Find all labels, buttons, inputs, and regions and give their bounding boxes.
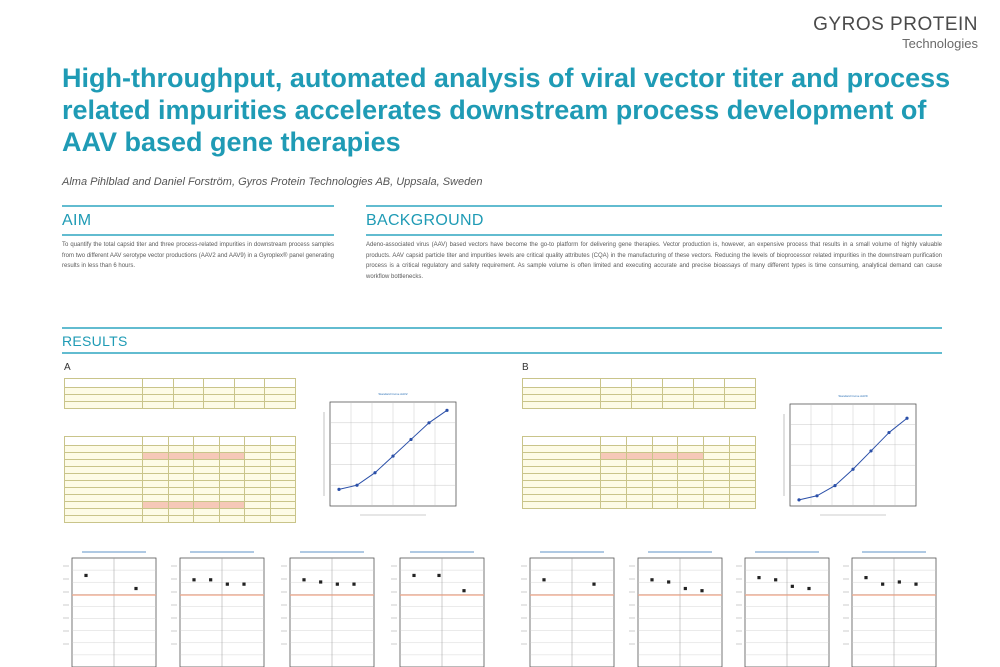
dot-plot-point (84, 573, 88, 578)
panel-b-data-point (833, 484, 837, 488)
dot-plot-svg-7 (736, 551, 830, 667)
panel-b-data-point (869, 449, 873, 453)
dot-plot-point (134, 586, 138, 591)
dot-plot-point (242, 582, 246, 586)
aim-text: To quantify the total capsid titer and t… (62, 242, 334, 269)
panel-a-data-point (445, 408, 449, 412)
dot-plot-point (881, 582, 885, 586)
dot-plot-point (225, 582, 229, 586)
dot-plot-svg-1 (63, 551, 157, 667)
dot-plot-8 (842, 548, 940, 667)
dot-plot-point (897, 580, 901, 584)
dot-plot-point (542, 578, 546, 582)
results-heading: RESULTS (62, 333, 128, 349)
dot-plot-6 (628, 548, 726, 667)
dot-plot-point (592, 582, 596, 586)
panel-a-standard-curve: Standard Curve AAV2 (318, 390, 460, 520)
panel-a-data-point (355, 483, 359, 487)
dot-plot-point (352, 582, 356, 586)
dot-plot-point (437, 573, 441, 578)
dot-plot-svg-3 (281, 551, 375, 667)
panel-b-data-point (797, 498, 801, 502)
dot-plot-point (807, 586, 811, 591)
dot-plot-2 (170, 548, 268, 667)
authors-line: Alma Pihlblad and Daniel Forström, Gyros… (62, 176, 483, 188)
background-bottom-rule (366, 234, 942, 236)
dot-plot-point (192, 578, 196, 582)
background-text: Adeno-associated virus (AAV) based vecto… (366, 242, 942, 280)
aim-top-rule (62, 205, 334, 207)
company-logo: GYROS PROTEIN Technologies (813, 14, 978, 51)
panel-b-data-point (815, 494, 819, 498)
panel-a-results-table (64, 436, 296, 523)
background-heading: BACKGROUND (366, 212, 484, 229)
panel-a-chart-title: Standard Curve AAV2 (378, 392, 407, 396)
panel-b-standard-curve: Standard Curve AAV9 (778, 392, 920, 520)
dot-plot-point (774, 578, 778, 582)
results-bottom-rule (62, 352, 942, 354)
dot-plot-svg-5 (521, 551, 615, 667)
dot-plot-point (700, 589, 704, 593)
panel-a-data-point (409, 437, 413, 442)
dot-plot-5 (520, 548, 618, 667)
dot-plot-point (335, 582, 339, 586)
dot-plot-point (757, 576, 761, 580)
panel-b-label: B (522, 362, 529, 373)
logo-line-1: GYROS PROTEIN (813, 14, 978, 35)
dot-plot-point (650, 578, 654, 582)
panel-a-data-point (427, 421, 431, 425)
dot-plot-point (412, 573, 416, 578)
panel-b-standard-curve-svg: Standard Curve AAV9 (783, 394, 917, 516)
dot-plot-point (209, 578, 213, 582)
dot-plot-svg-8 (843, 551, 937, 667)
panel-a-summary-table (64, 378, 296, 409)
dot-plot-point (462, 589, 466, 593)
dot-plot-point (914, 582, 918, 586)
dot-plot-svg-2 (171, 551, 265, 667)
dot-plot-1 (62, 548, 160, 667)
dot-plot-point (302, 578, 306, 582)
logo-line-2: Technologies (902, 36, 978, 51)
dot-plot-point (667, 580, 671, 584)
dot-plot-svg-6 (629, 551, 723, 667)
dot-plot-point (790, 584, 794, 588)
panel-b-data-point (851, 467, 855, 471)
dot-plot-svg-4 (391, 551, 485, 667)
dot-plot-7 (735, 548, 833, 667)
panel-b-chart-title: Standard Curve AAV9 (838, 394, 867, 398)
panel-a-data-point (337, 487, 341, 491)
dot-plot-point (864, 576, 868, 580)
poster-title: High-throughput, automated analysis of v… (62, 63, 951, 157)
dot-plot-point (683, 586, 687, 591)
panel-a-data-point (373, 471, 377, 475)
panel-b-summary-table (522, 378, 756, 409)
dot-plot-point (319, 580, 323, 584)
panel-b-data-point (905, 416, 909, 420)
panel-b-results-table (522, 436, 756, 509)
dot-plot-4 (390, 548, 488, 667)
dot-plot-3 (280, 548, 378, 667)
panel-a-label: A (64, 362, 71, 373)
background-top-rule (366, 205, 942, 207)
panel-b-data-point (887, 430, 891, 435)
aim-bottom-rule (62, 234, 334, 236)
panel-a-standard-curve-svg: Standard Curve AAV2 (323, 392, 457, 516)
aim-heading: AIM (62, 212, 92, 229)
results-top-rule (62, 327, 942, 329)
panel-a-data-point (391, 454, 395, 458)
